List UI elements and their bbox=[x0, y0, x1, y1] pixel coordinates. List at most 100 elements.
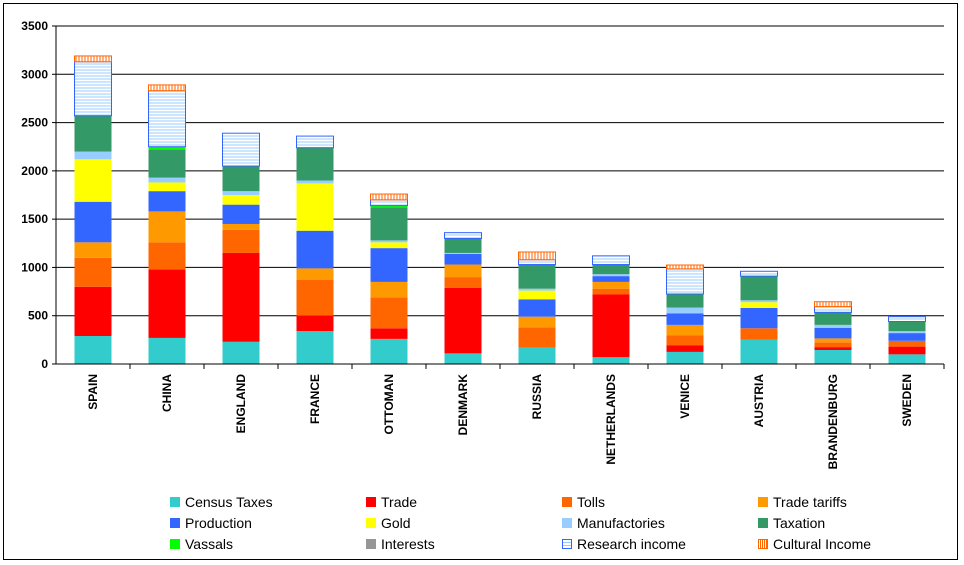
y-tick-label: 3000 bbox=[21, 67, 48, 81]
bar-segment-gold bbox=[222, 195, 260, 205]
legend-label: Trade bbox=[381, 494, 418, 510]
bar-segment-tolls bbox=[518, 327, 556, 348]
bar-segment-trade-tariffs bbox=[74, 242, 112, 258]
y-axis-ticks: 0 500 1000 1500 2000 2500 3000 3500 bbox=[21, 19, 56, 371]
legend-swatch bbox=[758, 518, 768, 528]
bar-segment-production bbox=[814, 327, 852, 339]
y-tick-label: 0 bbox=[41, 357, 48, 371]
y-tick-label: 1500 bbox=[21, 212, 48, 226]
bar-segment-tolls bbox=[370, 297, 408, 329]
bar-segment-production bbox=[370, 248, 408, 282]
gridlines bbox=[56, 25, 944, 317]
bar-segment-taxation bbox=[592, 264, 630, 275]
bar-segment-trade bbox=[666, 345, 704, 352]
legend-swatch bbox=[562, 497, 572, 507]
x-category-label: RUSSIA bbox=[530, 374, 544, 420]
bar-segment-census-taxes bbox=[74, 335, 112, 364]
y-tick-label: 3500 bbox=[21, 19, 48, 33]
bar-segment-manufactories bbox=[74, 151, 112, 160]
legend-label: Production bbox=[185, 515, 252, 531]
x-category-label: SPAIN bbox=[86, 374, 100, 410]
bar-segment-manufactories bbox=[148, 177, 186, 183]
bar-segment-trade bbox=[370, 328, 408, 339]
bar-segment-taxation bbox=[666, 293, 704, 308]
bar-segment-gold bbox=[296, 183, 334, 231]
x-category-label: ENGLAND bbox=[234, 374, 248, 434]
bar-segment-tolls bbox=[592, 288, 630, 295]
x-category-label: CHINA bbox=[160, 374, 174, 412]
bar-segment-trade-tariffs bbox=[666, 324, 704, 336]
legend-swatch bbox=[170, 497, 180, 507]
bar-segment-production bbox=[222, 204, 260, 224]
bar-segment-tolls bbox=[296, 279, 334, 316]
bar-segment-manufactories bbox=[740, 300, 778, 303]
x-category-label: FRANCE bbox=[308, 374, 322, 424]
bar-segment-taxation bbox=[814, 312, 852, 325]
y-tick-label: 500 bbox=[28, 309, 48, 323]
bar-segment-research-income bbox=[592, 255, 630, 266]
legend-swatch bbox=[366, 497, 376, 507]
bar-segment-manufactories bbox=[296, 180, 334, 184]
x-axis-labels: SPAIN CHINA ENGLAND FRANCE OTTOMAN DENMARK RUS… bbox=[86, 364, 945, 469]
bar-segment-cultural-income bbox=[74, 55, 112, 63]
bar-segment-taxation bbox=[296, 147, 334, 181]
legend-swatch bbox=[758, 539, 768, 549]
legend-swatch bbox=[562, 539, 572, 549]
y-tick-label: 1000 bbox=[21, 260, 48, 274]
bar-segment-research-income bbox=[518, 259, 556, 266]
bar-segment-production bbox=[518, 299, 556, 317]
bar-segment-trade-tariffs bbox=[370, 281, 408, 298]
legend-item: Interests bbox=[366, 534, 435, 554]
bar-segment-trade-tariffs bbox=[444, 264, 482, 278]
x-category-label: VENICE bbox=[678, 374, 692, 419]
bar-segment-production bbox=[444, 253, 482, 265]
bar-segment-research-income bbox=[222, 132, 260, 167]
bar-segment-census-taxes bbox=[296, 331, 334, 364]
bar-segment-gold bbox=[370, 242, 408, 249]
bar-segment-census-taxes bbox=[444, 353, 482, 364]
legend-swatch bbox=[170, 539, 180, 549]
bar-segment-trade-tariffs bbox=[296, 268, 334, 280]
bar-segment-trade bbox=[222, 252, 260, 342]
legend-label: Taxation bbox=[773, 515, 826, 531]
bar-segment-cultural-income bbox=[148, 84, 186, 92]
legend-label: Tolls bbox=[577, 494, 606, 510]
bar-segment-tolls bbox=[74, 257, 112, 287]
bar-segment-research-income bbox=[74, 61, 112, 117]
bar-segment-research-income bbox=[888, 316, 926, 323]
bar-segment-research-income bbox=[296, 135, 334, 149]
bar-segment-manufactories bbox=[592, 274, 630, 277]
bar-segment-manufactories bbox=[666, 307, 704, 314]
bar-segment-manufactories bbox=[518, 288, 556, 291]
bar-segment-production bbox=[740, 307, 778, 329]
legend-label: Gold bbox=[381, 515, 411, 531]
bar-segment-research-income bbox=[740, 270, 778, 277]
bar-segment-census-taxes bbox=[592, 357, 630, 364]
bar-segment-trade-tariffs bbox=[222, 223, 260, 230]
bar-segment-production bbox=[148, 191, 186, 212]
y-tick-label: 2000 bbox=[21, 164, 48, 178]
bar-segment-taxation bbox=[74, 115, 112, 152]
bar-segment-taxation bbox=[370, 207, 408, 241]
x-category-label: BRANDENBURG bbox=[826, 374, 840, 469]
bar-segment-manufactories bbox=[370, 240, 408, 243]
bars bbox=[74, 55, 926, 364]
legend-label: Vassals bbox=[185, 536, 233, 552]
bar-segment-tolls bbox=[666, 335, 704, 346]
legend-item: Trade tariffs bbox=[758, 492, 847, 512]
x-category-label: NETHERLANDS bbox=[604, 374, 618, 465]
bar-segment-trade-tariffs bbox=[518, 316, 556, 328]
bar-segment-cultural-income bbox=[370, 193, 408, 201]
legend-label: Trade tariffs bbox=[773, 494, 847, 510]
legend-item: Tolls bbox=[562, 492, 605, 512]
bar-segment-taxation bbox=[148, 149, 186, 178]
legend-label: Manufactories bbox=[577, 515, 665, 531]
bar-segment-census-taxes bbox=[814, 349, 852, 364]
bar-segment-trade-tariffs bbox=[592, 281, 630, 289]
bar-segment-cultural-income bbox=[814, 301, 852, 308]
legend-label: Cultural Income bbox=[773, 536, 872, 552]
bar-segment-trade bbox=[74, 286, 112, 336]
bar-segment-gold bbox=[740, 302, 778, 308]
bar-segment-census-taxes bbox=[518, 347, 556, 364]
